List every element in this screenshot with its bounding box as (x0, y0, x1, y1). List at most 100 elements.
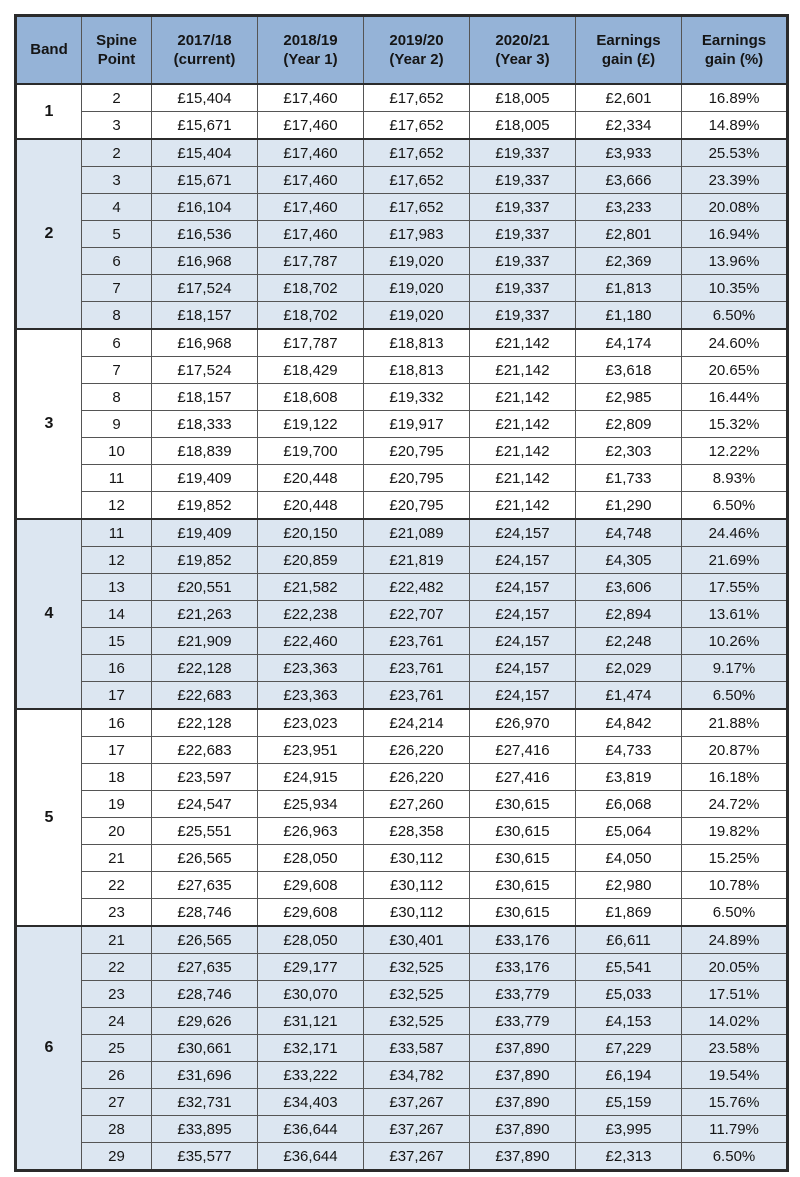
table-cell: £25,934 (257, 790, 364, 818)
table-cell: £17,460 (257, 138, 364, 167)
spine-point-cell: 21 (81, 925, 152, 954)
table-cell: 13.61% (681, 600, 788, 628)
column-header-year-2018-19: 2018/19 (Year 1) (257, 15, 364, 85)
spine-point-cell: 15 (81, 627, 152, 655)
table-cell: £17,460 (257, 83, 364, 112)
table-cell: £24,157 (469, 627, 576, 655)
spine-point-cell: 6 (81, 328, 152, 357)
table-cell: £19,337 (469, 247, 576, 275)
table-cell: £33,895 (151, 1115, 258, 1143)
table-cell: £28,050 (257, 925, 364, 954)
table-cell: £31,696 (151, 1061, 258, 1089)
spine-point-cell: 8 (81, 383, 152, 411)
table-row: 10 £18,839 £19,700 £20,795 £21,142 £2,303 12.2… (16, 437, 788, 465)
table-row: 18 £23,597 £24,915 £26,220 £27,416 £3,819 16.1… (16, 763, 788, 791)
table-cell: £28,746 (151, 898, 258, 927)
table-cell: £21,142 (469, 491, 576, 520)
table-cell: £7,229 (575, 1034, 682, 1062)
table-row: 27 £32,731 £34,403 £37,267 £37,890 £5,159 15.7… (16, 1088, 788, 1116)
table-cell: £37,890 (469, 1061, 576, 1089)
table-cell: £19,337 (469, 166, 576, 194)
table-cell: 17.55% (681, 573, 788, 601)
spine-point-cell: 7 (81, 356, 152, 384)
table-cell: £18,839 (151, 437, 258, 465)
table-cell: £36,644 (257, 1115, 364, 1143)
table-cell: £2,801 (575, 220, 682, 248)
table-cell: £6,068 (575, 790, 682, 818)
table-cell: £20,859 (257, 546, 364, 574)
table-row: 20 £25,551 £26,963 £28,358 £30,615 £5,064 19.8… (16, 817, 788, 845)
table-cell: £28,358 (363, 817, 470, 845)
table-cell: £24,157 (469, 654, 576, 682)
spine-point-cell: 7 (81, 274, 152, 302)
spine-point-cell: 22 (81, 871, 152, 899)
table-cell: £32,731 (151, 1088, 258, 1116)
table-cell: £17,983 (363, 220, 470, 248)
table-cell: £17,652 (363, 111, 470, 140)
table-cell: £22,460 (257, 627, 364, 655)
table-cell: £18,608 (257, 383, 364, 411)
table-row: 29 £35,577 £36,644 £37,267 £37,890 £2,313 6.50… (16, 1142, 788, 1171)
table-row: 4 £16,104 £17,460 £17,652 £19,337 £3,233 20.08… (16, 193, 788, 221)
band-group-6: 6 21 £26,565 £28,050 £30,401 £33,176 £6,611 24.… (15, 925, 788, 1171)
table-cell: £19,337 (469, 193, 576, 221)
spine-point-cell: 22 (81, 953, 152, 981)
spine-point-cell: 23 (81, 898, 152, 927)
table-row: 17 £22,683 £23,951 £26,220 £27,416 £4,733 20.8… (16, 736, 788, 764)
table-cell: £19,020 (363, 301, 470, 330)
table-cell: £22,707 (363, 600, 470, 628)
band-group-5: 5 16 £22,128 £23,023 £24,214 £26,970 £4,842 21.… (15, 708, 788, 927)
table-cell: £18,157 (151, 383, 258, 411)
table-row: 22 £27,635 £29,608 £30,112 £30,615 £2,980 10.7… (16, 871, 788, 899)
table-row: 12 £19,852 £20,859 £21,819 £24,157 £4,305 21.6… (16, 546, 788, 574)
table-cell: 20.87% (681, 736, 788, 764)
table-cell: £20,448 (257, 464, 364, 492)
table-cell: £37,267 (363, 1115, 470, 1143)
table-cell: £17,460 (257, 220, 364, 248)
table-cell: 6.50% (681, 898, 788, 927)
table-cell: £23,597 (151, 763, 258, 791)
table-cell: £19,409 (151, 518, 258, 547)
table-row: 26 £31,696 £33,222 £34,782 £37,890 £6,194 19.5… (16, 1061, 788, 1089)
table-cell: £16,536 (151, 220, 258, 248)
table-cell: £2,985 (575, 383, 682, 411)
column-header-earnings-gain-pct: Earnings gain (%) (681, 15, 788, 85)
table-row: 24 £29,626 £31,121 £32,525 £33,779 £4,153 14.0… (16, 1007, 788, 1035)
spine-point-cell: 25 (81, 1034, 152, 1062)
band-group-3: 3 6 £16,968 £17,787 £18,813 £21,142 £4,174 24.6… (15, 328, 788, 520)
table-cell: £17,524 (151, 274, 258, 302)
table-cell: £4,174 (575, 328, 682, 357)
table-row: 3 6 £16,968 £17,787 £18,813 £21,142 £4,174 24.6… (15, 328, 788, 520)
table-cell: £30,112 (363, 844, 470, 872)
table-cell: £23,761 (363, 654, 470, 682)
table-cell: £19,122 (257, 410, 364, 438)
table-cell: 6.50% (681, 681, 788, 710)
table-cell: £19,917 (363, 410, 470, 438)
table-cell: £4,748 (575, 518, 682, 547)
table-cell: £26,963 (257, 817, 364, 845)
table-cell: £24,547 (151, 790, 258, 818)
spine-point-cell: 2 (81, 138, 152, 167)
table-cell: 11.79% (681, 1115, 788, 1143)
table-cell: £29,177 (257, 953, 364, 981)
table-cell: £20,795 (363, 464, 470, 492)
spine-point-cell: 20 (81, 817, 152, 845)
column-header-band: Band (15, 15, 82, 85)
table-row: 9 £18,333 £19,122 £19,917 £21,142 £2,809 15.32… (16, 410, 788, 438)
spine-point-cell: 10 (81, 437, 152, 465)
table-cell: £37,890 (469, 1088, 576, 1116)
table-cell: £19,337 (469, 301, 576, 330)
spine-point-cell: 17 (81, 736, 152, 764)
table-cell: £16,104 (151, 193, 258, 221)
table-cell: 14.02% (681, 1007, 788, 1035)
table-cell: £27,416 (469, 763, 576, 791)
table-cell: £3,933 (575, 138, 682, 167)
table-cell: £37,890 (469, 1115, 576, 1143)
table-cell: 15.32% (681, 410, 788, 438)
table-cell: £2,248 (575, 627, 682, 655)
spine-point-cell: 13 (81, 573, 152, 601)
table-cell: £27,260 (363, 790, 470, 818)
table-row: 2 2 £15,404 £17,460 £17,652 £19,337 £3,933 25.5… (15, 138, 788, 330)
table-cell: £34,403 (257, 1088, 364, 1116)
